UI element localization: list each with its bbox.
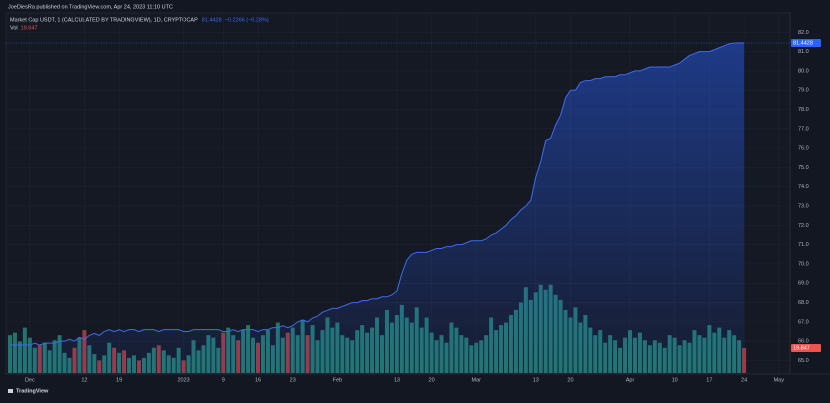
x-tick-label: May — [774, 377, 785, 383]
y-tick-label: 65.0 — [798, 358, 809, 364]
x-tick-label: 23 — [290, 377, 296, 383]
y-tick-label: 70.0 — [798, 261, 809, 267]
y-tick-label: 67.0 — [798, 319, 809, 325]
last-price-badge — [791, 39, 821, 48]
y-tick-label: 69.0 — [798, 281, 809, 287]
price-line — [10, 42, 745, 346]
x-tick-label: 13 — [394, 377, 400, 383]
x-tick-label: Apr — [626, 377, 635, 383]
x-tick-label: 17 — [706, 377, 712, 383]
y-tick-label: 75.0 — [798, 165, 809, 171]
x-tick-label: 20 — [567, 377, 573, 383]
x-tick-label: 20 — [429, 377, 435, 383]
area-fill — [10, 42, 745, 375]
y-tick-label: 77.0 — [798, 126, 809, 132]
last-price-label: 81.4428 — [793, 41, 813, 47]
y-tick-label: 82.0 — [798, 30, 809, 36]
brand: TradingView — [16, 388, 49, 394]
legend-value: 81.4428 — [202, 17, 222, 23]
x-tick-label: Mar — [471, 377, 481, 383]
y-tick-label: 76.0 — [798, 146, 809, 152]
x-tick-label: 2023 — [177, 377, 189, 383]
x-tick-label: 10 — [672, 377, 678, 383]
x-tick-label: 13 — [533, 377, 539, 383]
x-tick-label: 9 — [222, 377, 225, 383]
volume-legend-value: 19.847 — [21, 25, 38, 31]
y-tick-label: 78.0 — [798, 107, 809, 113]
volume-legend-name: Vol — [10, 25, 18, 31]
x-tick-label: 24 — [741, 377, 747, 383]
x-tick-label: 19 — [116, 377, 122, 383]
y-tick-label: 74.0 — [798, 184, 809, 190]
y-tick-label: 80.0 — [798, 68, 809, 74]
x-tick-label: Feb — [333, 377, 342, 383]
y-tick-label: 72.0 — [798, 223, 809, 229]
brand-logo — [8, 389, 13, 393]
legend-title: Market Cap USDT, 1 (CALCULATED BY TRADIN… — [10, 17, 198, 23]
volume-label: 19.847 — [793, 345, 810, 351]
x-tick-label: 16 — [255, 377, 261, 383]
legend-change: −0.2266 (−0.28%) — [225, 17, 269, 23]
publisher: JoeDiesRa published on TradingView.com, … — [8, 4, 173, 10]
y-tick-label: 79.0 — [798, 88, 809, 94]
x-tick-label: Dec — [25, 377, 35, 383]
y-tick-label: 81.0 — [798, 49, 809, 55]
y-tick-label: 68.0 — [798, 300, 809, 306]
volume-badge — [791, 343, 821, 352]
y-tick-label: 73.0 — [798, 204, 809, 210]
x-tick-label: 12 — [81, 377, 87, 383]
y-tick-label: 66.0 — [798, 339, 809, 345]
y-tick-label: 71.0 — [798, 242, 809, 248]
